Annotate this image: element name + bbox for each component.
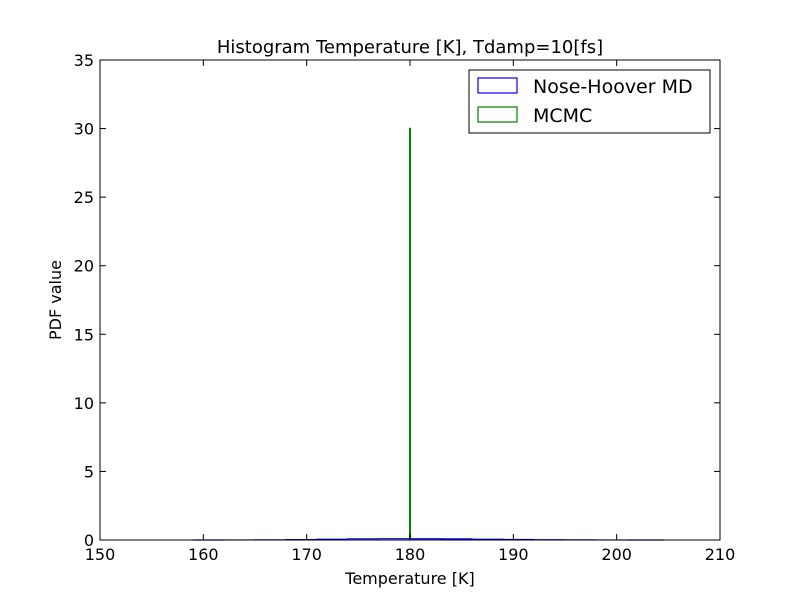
y-tick-label: 25 bbox=[74, 188, 94, 207]
y-tick-label: 10 bbox=[74, 394, 94, 413]
y-axis-label: PDF value bbox=[46, 260, 65, 340]
y-tick-label: 5 bbox=[84, 462, 94, 481]
x-tick-label: 190 bbox=[498, 545, 529, 564]
x-axis-label: Temperature [K] bbox=[344, 569, 474, 588]
x-tick-label: 180 bbox=[395, 545, 426, 564]
y-tick-label: 15 bbox=[74, 325, 94, 344]
chart-title: Histogram Temperature [K], Tdamp=10[fs] bbox=[217, 37, 603, 58]
y-tick-label: 20 bbox=[74, 257, 94, 276]
legend-label: Nose-Hoover MD bbox=[533, 76, 693, 98]
y-tick-label: 35 bbox=[74, 51, 94, 70]
legend-label: MCMC bbox=[533, 105, 592, 127]
x-tick-label: 200 bbox=[601, 545, 632, 564]
y-tick-label: 30 bbox=[74, 120, 94, 139]
legend: Nose-Hoover MD MCMC bbox=[469, 70, 710, 133]
x-tick-label: 160 bbox=[188, 545, 219, 564]
x-tick-label: 170 bbox=[291, 545, 322, 564]
y-tick-label: 0 bbox=[84, 531, 94, 550]
x-tick-label: 210 bbox=[705, 545, 736, 564]
